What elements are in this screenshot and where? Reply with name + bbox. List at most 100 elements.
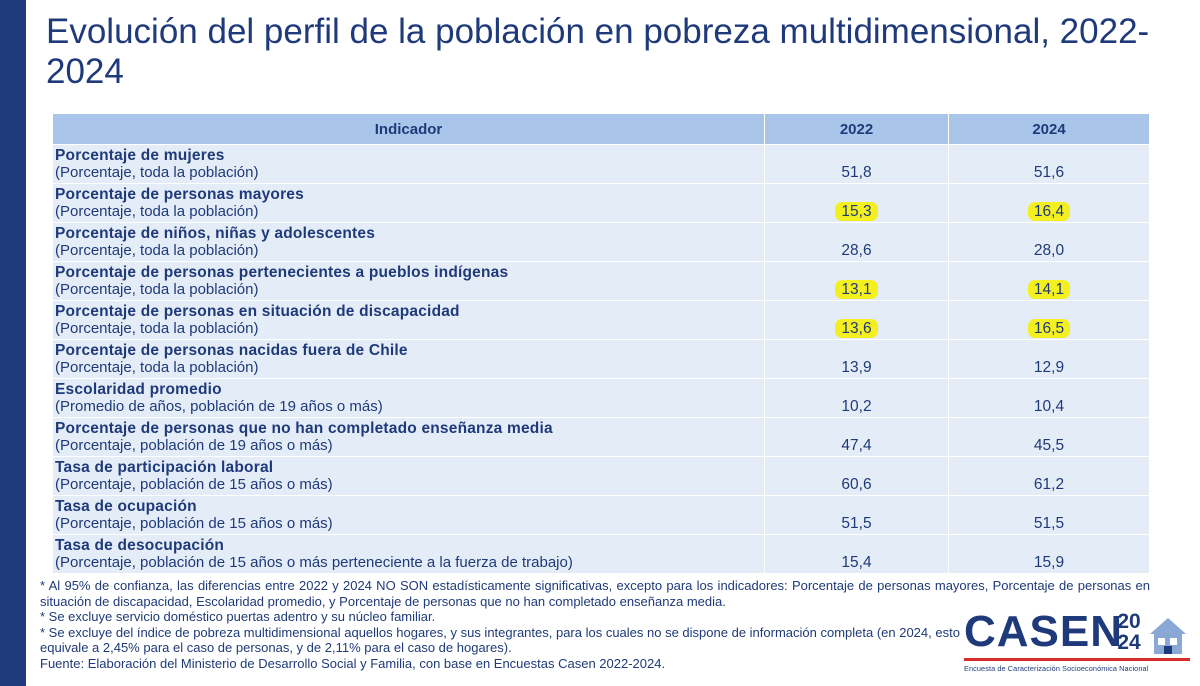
indicator-note: (Porcentaje, toda la población) [55,359,259,376]
value: 51,5 [1033,515,1065,532]
indicator-note: (Porcentaje, población de 15 años o más) [55,476,333,493]
table-row: Porcentaje de personas nacidas fuera de … [52,339,1150,379]
footnotes: * Al 95% de confianza, las diferencias e… [40,578,1150,672]
value-cell-2024: 28,0 [948,222,1150,262]
logo-subtitle: Encuesta de Caracterización Socioeconómi… [964,664,1149,673]
header-indicator: Indicador [52,113,765,145]
value-cell-2024: 51,6 [948,144,1150,184]
indicator-name: Porcentaje de personas en situación de d… [55,303,460,320]
indicator-note: (Porcentaje, toda la población) [55,242,259,259]
indicator-name: Porcentaje de mujeres [55,147,225,164]
indicator-note: (Porcentaje, población de 15 años o más) [55,515,333,532]
header-2024: 2024 [948,113,1150,145]
value: 45,5 [1033,437,1065,454]
value: 47,4 [841,437,872,454]
value-cell-2024: 16,4 [948,183,1150,223]
indicator-note: (Porcentaje, toda la población) [55,320,259,337]
value-cell-2022: 60,6 [764,456,949,496]
indicator-note: (Promedio de años, población de 19 años … [55,398,383,415]
footnote-significance: * Al 95% de confianza, las diferencias e… [40,578,1150,609]
indicator-name: Porcentaje de niños, niñas y adolescente… [55,225,376,242]
value-cell-2022: 47,4 [764,417,949,457]
casen-logo: CASEN 20 24 Encuesta de Caracterización … [964,608,1190,680]
value: 15,9 [1033,554,1065,571]
value-cell-2022: 51,5 [764,495,949,535]
value: 15,4 [841,554,872,571]
value-cell-2022: 51,8 [764,144,949,184]
table-row: Escolaridad promedio (Promedio de años, p… [52,378,1150,418]
table-row: Porcentaje de personas mayores (Porcentaj… [52,183,1150,223]
indicator-name: Tasa de ocupación [55,498,197,515]
table-row: Porcentaje de mujeres (Porcentaje, toda l… [52,144,1150,184]
value-cell-2024: 10,4 [948,378,1150,418]
highlighted-value: 15,3 [835,202,878,221]
indicator-cell: Tasa de ocupación (Porcentaje, población … [52,495,765,535]
value-cell-2024: 15,9 [948,534,1150,574]
value: 13,9 [841,359,872,376]
value-cell-2024: 61,2 [948,456,1150,496]
footnote-source: Fuente: Elaboración del Ministerio de De… [40,655,666,671]
poverty-profile-table: Indicador 2022 2024 Porcentaje de mujere… [52,113,1150,574]
indicator-note: (Porcentaje, toda la población) [55,281,259,298]
indicator-note: (Porcentaje, población de 19 años o más) [55,437,333,454]
indicator-cell: Porcentaje de personas que no han comple… [52,417,765,457]
footnote-domestic-service: * Se excluye servicio doméstico puertas … [40,609,436,625]
indicator-cell: Tasa de desocupación (Porcentaje, poblaci… [52,534,765,574]
indicator-cell: Escolaridad promedio (Promedio de años, p… [52,378,765,418]
value-cell-2024: 45,5 [948,417,1150,457]
value-cell-2024: 14,1 [948,261,1150,301]
logo-wordmark: CASEN [964,607,1124,656]
indicator-name: Escolaridad promedio [55,381,222,398]
indicator-cell: Porcentaje de personas pertenecientes a … [52,261,765,301]
table-row: Tasa de participación laboral (Porcentaje… [52,456,1150,496]
value-cell-2022: 15,3 [764,183,949,223]
table-row: Tasa de ocupación (Porcentaje, población … [52,495,1150,535]
highlighted-value: 16,5 [1027,319,1071,338]
value-cell-2022: 28,6 [764,222,949,262]
page-title: Evolución del perfil de la población en … [46,12,1150,91]
indicator-name: Tasa de desocupación [55,537,225,554]
indicator-cell: Porcentaje de personas mayores (Porcentaj… [52,183,765,223]
house-icon [1150,618,1186,654]
value: 10,4 [1033,398,1065,415]
logo-stripe [964,658,1190,661]
logo-year-bottom: 24 [1117,631,1141,654]
value: 10,2 [841,398,872,415]
value-cell-2024: 12,9 [948,339,1150,379]
value-cell-2022: 10,2 [764,378,949,418]
table-header-row: Indicador 2022 2024 [52,113,1150,145]
value-cell-2022: 13,1 [764,261,949,301]
logo-year: 20 24 [1111,611,1147,653]
footnote-exclusion: * Se excluye del índice de pobreza multi… [40,624,960,656]
table-row: Porcentaje de personas en situación de d… [52,300,1150,340]
indicator-cell: Porcentaje de personas en situación de d… [52,300,765,340]
table-row: Tasa de desocupación (Porcentaje, poblaci… [52,534,1150,574]
value: 28,0 [1033,242,1065,259]
highlighted-value: 13,6 [835,319,878,338]
indicator-cell: Porcentaje de mujeres (Porcentaje, toda l… [52,144,765,184]
indicator-note: (Porcentaje, toda la población) [55,203,259,220]
highlighted-value: 16,4 [1027,202,1071,221]
value: 61,2 [1033,476,1065,493]
indicator-note: (Porcentaje, toda la población) [55,164,259,181]
logo-year-top: 20 [1117,610,1141,633]
value: 28,6 [841,242,872,259]
indicator-note: (Porcentaje, población de 15 años o más … [55,554,573,571]
value-cell-2022: 15,4 [764,534,949,574]
indicator-name: Porcentaje de personas pertenecientes a … [55,264,509,281]
value-cell-2022: 13,9 [764,339,949,379]
indicator-name: Tasa de participación laboral [55,459,274,476]
header-2022: 2022 [764,113,949,145]
indicator-name: Porcentaje de personas nacidas fuera de … [55,342,408,359]
table-row: Porcentaje de personas pertenecientes a … [52,261,1150,301]
value: 51,6 [1033,164,1065,181]
highlighted-value: 13,1 [835,280,878,299]
indicator-cell: Tasa de participación laboral (Porcentaje… [52,456,765,496]
value-cell-2024: 51,5 [948,495,1150,535]
indicator-cell: Porcentaje de personas nacidas fuera de … [52,339,765,379]
indicator-name: Porcentaje de personas que no han comple… [55,420,553,437]
value: 51,8 [841,164,872,181]
indicator-cell: Porcentaje de niños, niñas y adolescente… [52,222,765,262]
left-accent-bar [0,0,26,686]
table-row: Porcentaje de niños, niñas y adolescente… [52,222,1150,262]
